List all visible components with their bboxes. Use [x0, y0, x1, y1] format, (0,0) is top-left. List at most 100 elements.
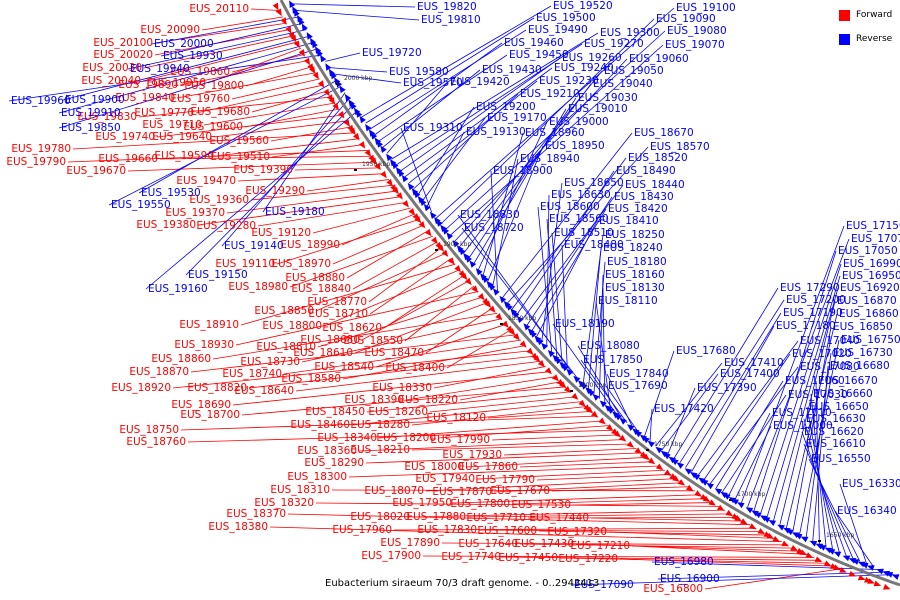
gene-label[interactable]: EUS_18280 [350, 419, 410, 431]
gene-label[interactable]: EUS_17220 [558, 553, 618, 565]
gene-label[interactable]: EUS_18520 [628, 152, 688, 164]
gene-label[interactable]: EUS_18940 [520, 153, 580, 165]
gene-label[interactable]: EUS_17450 [498, 552, 558, 564]
gene-label[interactable]: EUS_16980 [654, 556, 714, 568]
gene-label[interactable]: EUS_20020 [93, 49, 153, 61]
gene-label[interactable]: EUS_19900 [65, 94, 125, 106]
gene-label[interactable]: EUS_19550 [111, 199, 171, 211]
gene-label[interactable]: EUS_18290 [304, 457, 364, 469]
gene-label[interactable]: EUS_18620 [322, 322, 382, 334]
gene-label[interactable]: EUS_19450 [509, 49, 569, 61]
gene-label[interactable]: EUS_19030 [578, 92, 638, 104]
gene-label[interactable]: EUS_20000 [154, 38, 214, 50]
gene-label[interactable]: EUS_16680 [830, 360, 890, 372]
gene-label[interactable]: EUS_18160 [605, 269, 665, 281]
gene-label[interactable]: EUS_18250 [605, 229, 665, 241]
gene-label[interactable]: EUS_17030 [788, 389, 848, 401]
gene-label[interactable]: EUS_19040 [593, 78, 653, 90]
gene-label[interactable]: EUS_18850 [254, 305, 314, 317]
gene-label[interactable]: EUS_16900 [660, 573, 720, 585]
gene-label[interactable]: EUS_18310 [270, 484, 330, 496]
gene-label[interactable]: EUS_18600 [540, 201, 600, 213]
gene-label[interactable]: EUS_18330 [372, 382, 432, 394]
gene-label[interactable]: EUS_18180 [607, 256, 667, 268]
gene-label[interactable]: EUS_17070 [851, 233, 900, 245]
gene-label[interactable]: EUS_18900 [493, 165, 553, 177]
gene-label[interactable]: EUS_18020 [350, 511, 410, 523]
gene-label[interactable]: EUS_18130 [605, 282, 665, 294]
gene-label[interactable]: EUS_18680 [300, 334, 360, 346]
gene-label[interactable]: EUS_18120 [426, 412, 486, 424]
gene-label[interactable]: EUS_19940 [130, 63, 190, 75]
gene-label[interactable]: EUS_17050 [838, 245, 898, 257]
gene-label[interactable]: EUS_16860 [839, 308, 899, 320]
gene-label[interactable]: EUS_18550 [343, 335, 403, 347]
gene-label[interactable]: EUS_19430 [482, 64, 542, 76]
gene-label[interactable]: EUS_17020 [792, 348, 852, 360]
gene-label[interactable]: EUS_17430 [514, 538, 574, 550]
gene-label[interactable]: EUS_19300 [600, 27, 660, 39]
gene-label[interactable]: EUS_18670 [634, 127, 694, 139]
gene-label[interactable]: EUS_19230 [539, 75, 599, 87]
gene-label[interactable]: EUS_18450 [305, 406, 365, 418]
gene-label[interactable]: EUS_18390 [344, 394, 404, 406]
gene-label[interactable]: EUS_17960 [332, 524, 392, 536]
gene-label[interactable]: EUS_19590 [154, 150, 214, 162]
gene-label[interactable]: EUS_16550 [811, 453, 871, 465]
gene-label[interactable]: EUS_16650 [809, 401, 869, 413]
gene-label[interactable]: EUS_17940 [415, 473, 475, 485]
gene-label[interactable]: EUS_18570 [650, 141, 710, 153]
gene-label[interactable]: EUS_18630 [551, 189, 611, 201]
gene-label[interactable]: EUS_19260 [562, 52, 622, 64]
gene-label[interactable]: EUS_18750 [119, 424, 179, 436]
gene-label[interactable]: EUS_17890 [380, 537, 440, 549]
gene-label[interactable]: EUS_18430 [614, 191, 674, 203]
gene-label[interactable]: EUS_18970 [271, 258, 331, 270]
gene-label[interactable]: EUS_18340 [317, 432, 377, 444]
gene-label[interactable]: EUS_18080 [580, 340, 640, 352]
gene-label[interactable]: EUS_18260 [368, 406, 428, 418]
gene-label[interactable]: EUS_19660 [98, 153, 158, 165]
gene-label[interactable]: EUS_18700 [180, 409, 240, 421]
gene-label[interactable]: EUS_17060 [785, 375, 845, 387]
gene-label[interactable]: EUS_17080 [800, 361, 860, 373]
gene-label[interactable]: EUS_19760 [170, 93, 230, 105]
gene-label[interactable]: EUS_19580 [389, 66, 449, 78]
gene-label[interactable]: EUS_17850 [583, 354, 643, 366]
gene-label[interactable]: EUS_19670 [66, 165, 126, 177]
gene-label[interactable]: EUS_18770 [307, 296, 367, 308]
gene-label[interactable]: EUS_19380 [136, 219, 196, 231]
gene-label[interactable]: EUS_18870 [129, 366, 189, 378]
gene-label[interactable]: EUS_18910 [179, 319, 239, 331]
gene-label[interactable]: EUS_19210 [520, 88, 580, 100]
gene-label[interactable]: EUS_18930 [174, 339, 234, 351]
gene-label[interactable]: EUS_18640 [234, 385, 294, 397]
gene-label[interactable]: EUS_17210 [570, 540, 630, 552]
gene-label[interactable]: EUS_18460 [290, 419, 350, 431]
gene-label[interactable]: EUS_19710 [142, 119, 202, 131]
gene-label[interactable]: EUS_18710 [308, 308, 368, 320]
gene-label[interactable]: EUS_18720 [464, 222, 524, 234]
gene-label[interactable]: EUS_17420 [654, 403, 714, 415]
gene-label[interactable]: EUS_16620 [804, 426, 864, 438]
gene-label[interactable]: EUS_16990 [843, 258, 900, 270]
gene-label[interactable]: EUS_18650 [564, 177, 624, 189]
gene-label[interactable]: EUS_17930 [442, 449, 502, 461]
gene-label[interactable]: EUS_19510 [210, 151, 270, 163]
gene-label[interactable]: EUS_17320 [547, 526, 607, 538]
gene-label[interactable]: EUS_18690 [171, 399, 231, 411]
gene-label[interactable]: EUS_19860 [170, 66, 230, 78]
gene-label[interactable]: EUS_18820 [187, 382, 247, 394]
gene-label[interactable]: EUS_18220 [398, 394, 458, 406]
gene-label[interactable]: EUS_19160 [148, 283, 208, 295]
gene-label[interactable]: EUS_17950 [392, 497, 452, 509]
gene-label[interactable]: EUS_18830 [460, 209, 520, 221]
gene-label[interactable]: EUS_19520 [553, 0, 613, 12]
gene-label[interactable]: EUS_19600 [183, 121, 243, 133]
gene-label[interactable]: EUS_19530 [141, 187, 201, 199]
gene-label[interactable]: EUS_19890 [118, 79, 178, 91]
gene-label[interactable]: EUS_18560 [549, 213, 609, 225]
gene-label[interactable]: EUS_19820 [417, 1, 477, 13]
gene-label[interactable]: EUS_18190 [555, 318, 615, 330]
gene-label[interactable]: EUS_19050 [604, 65, 664, 77]
